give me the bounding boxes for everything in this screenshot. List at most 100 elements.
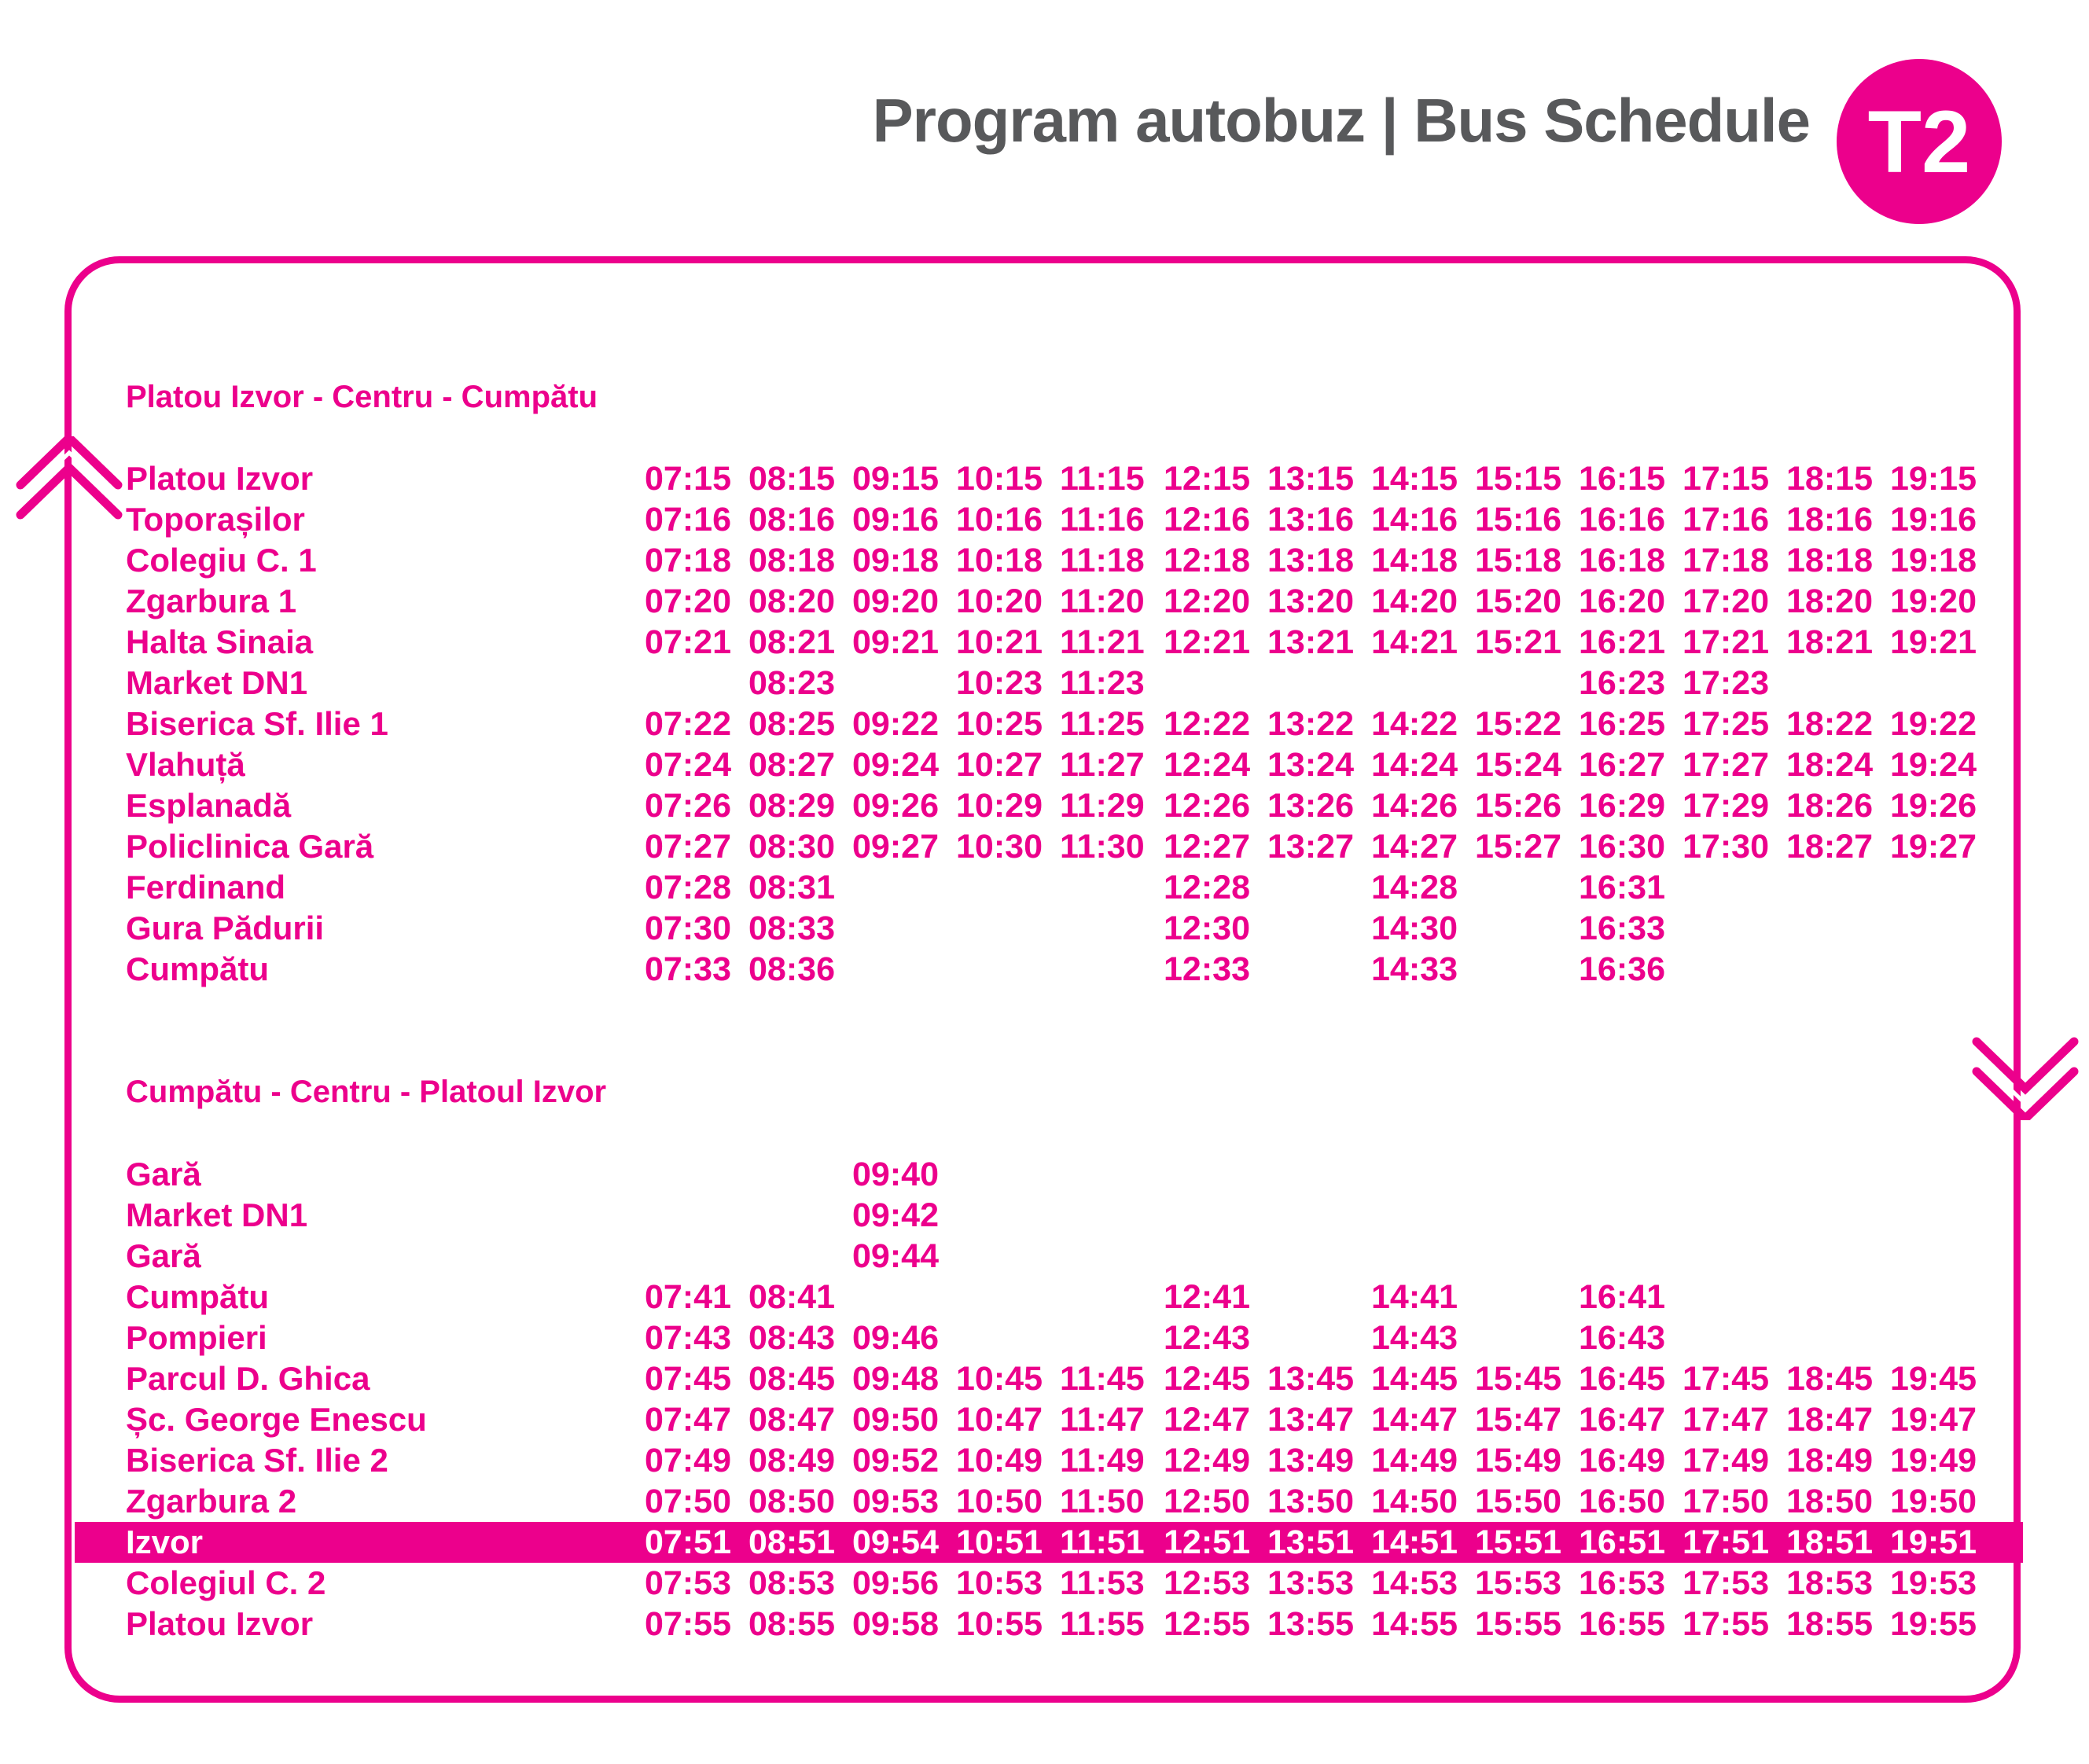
departure-time: 11:50 (1060, 1483, 1145, 1520)
departure-time: 08:16 (748, 501, 835, 538)
departure-time: 14:15 (1371, 460, 1458, 498)
departure-time: 10:49 (956, 1442, 1043, 1479)
departure-time: 14:55 (1371, 1605, 1458, 1643)
departure-time: 13:49 (1267, 1442, 1354, 1479)
stop-name: Colegiul C. 2 (126, 1564, 326, 1601)
departure-time: 12:22 (1164, 705, 1250, 743)
departure-time: 17:20 (1683, 582, 1769, 620)
table-row: Market DN1 09:42 (0, 1195, 2089, 1236)
departure-time: 08:18 (748, 542, 835, 579)
departure-time: 09:40 (852, 1156, 939, 1193)
departure-time: 18:49 (1786, 1442, 1873, 1479)
departure-time: 13:21 (1267, 623, 1354, 661)
stop-name: Biserica Sf. Ilie 1 (126, 705, 388, 742)
departure-time: 18:18 (1786, 542, 1873, 579)
departure-time: 10:15 (956, 460, 1043, 498)
departure-time: 16:50 (1579, 1483, 1665, 1520)
departure-time: 16:31 (1579, 869, 1665, 906)
departure-time: 11:23 (1060, 664, 1145, 702)
departure-time: 11:18 (1060, 542, 1145, 579)
departure-time: 15:21 (1475, 623, 1561, 661)
departure-time: 17:18 (1683, 542, 1769, 579)
departure-time: 07:45 (645, 1360, 731, 1398)
departure-time: 07:49 (645, 1442, 731, 1479)
departure-time: 12:26 (1164, 787, 1250, 825)
departure-time: 09:26 (852, 787, 939, 825)
departure-time: 15:45 (1475, 1360, 1561, 1398)
table-row: Parcul D. Ghica 07:45 08:45 09:48 10:45 11:45… (0, 1358, 2089, 1399)
stop-name: Vlahuță (126, 746, 245, 783)
table-row-highlighted: Izvor 07:51 08:51 09:54 10:51 11:51 12:51 13:51… (75, 1522, 2023, 1563)
departure-time: 10:53 (956, 1564, 1043, 1602)
departure-time: 13:53 (1267, 1564, 1354, 1602)
departure-time: 08:15 (748, 460, 835, 498)
departure-time: 08:49 (748, 1442, 835, 1479)
departure-time: 13:51 (1267, 1523, 1354, 1561)
departure-time: 15:15 (1475, 460, 1561, 498)
departure-time: 08:53 (748, 1564, 835, 1602)
departure-time: 12:47 (1164, 1401, 1250, 1439)
departure-time: 08:55 (748, 1605, 835, 1643)
departure-time: 16:41 (1579, 1278, 1665, 1316)
table-row: Cumpătu 07:33 08:36 12:33 14:33 16:36 (0, 949, 2089, 990)
departure-time: 14:22 (1371, 705, 1458, 743)
departure-time: 15:49 (1475, 1442, 1561, 1479)
departure-time: 07:55 (645, 1605, 731, 1643)
table-row: Vlahuță 07:24 08:27 09:24 10:27 11:27 12:24 13:… (0, 744, 2089, 785)
departure-time: 14:41 (1371, 1278, 1458, 1316)
departure-time: 17:55 (1683, 1605, 1769, 1643)
departure-time: 16:53 (1579, 1564, 1665, 1602)
departure-time: 07:20 (645, 582, 731, 620)
departure-time: 12:28 (1164, 869, 1250, 906)
departure-time: 16:21 (1579, 623, 1665, 661)
departure-time: 18:20 (1786, 582, 1873, 620)
departure-time: 10:50 (956, 1483, 1043, 1520)
departure-time: 16:25 (1579, 705, 1665, 743)
departure-time: 13:26 (1267, 787, 1354, 825)
departure-time: 14:53 (1371, 1564, 1458, 1602)
departure-time: 14:33 (1371, 950, 1458, 988)
departure-time: 10:23 (956, 664, 1043, 702)
departure-time: 09:16 (852, 501, 939, 538)
stop-name: Market DN1 (126, 664, 308, 701)
departure-time: 18:45 (1786, 1360, 1873, 1398)
departure-time: 17:45 (1683, 1360, 1769, 1398)
departure-time: 14:21 (1371, 623, 1458, 661)
departure-time: 08:21 (748, 623, 835, 661)
departure-time: 15:50 (1475, 1483, 1561, 1520)
departure-time: 14:24 (1371, 746, 1458, 784)
departure-time: 16:15 (1579, 460, 1665, 498)
stop-name: Gară (126, 1237, 201, 1274)
departure-time: 17:21 (1683, 623, 1769, 661)
departure-time: 09:15 (852, 460, 939, 498)
departure-time: 15:47 (1475, 1401, 1561, 1439)
departure-time: 14:47 (1371, 1401, 1458, 1439)
departure-time: 18:22 (1786, 705, 1873, 743)
departure-time: 16:29 (1579, 787, 1665, 825)
table-row: Colegiul C. 2 07:53 08:53 09:56 10:53 11:53 12… (0, 1563, 2089, 1604)
departure-time: 11:55 (1060, 1605, 1145, 1643)
departure-time: 12:55 (1164, 1605, 1250, 1643)
departure-time: 18:53 (1786, 1564, 1873, 1602)
departure-time: 12:33 (1164, 950, 1250, 988)
departure-time: 12:43 (1164, 1319, 1250, 1357)
departure-time: 07:21 (645, 623, 731, 661)
stop-name: Cumpătu (126, 1278, 269, 1315)
stop-name: Toporașilor (126, 501, 305, 538)
departure-time: 07:16 (645, 501, 731, 538)
departure-time: 14:26 (1371, 787, 1458, 825)
departure-time: 08:51 (748, 1523, 835, 1561)
table-row: Policlinica Gară 07:27 08:30 09:27 10:30 11:3… (0, 826, 2089, 867)
departure-time: 16:43 (1579, 1319, 1665, 1357)
departure-time: 07:53 (645, 1564, 731, 1602)
departure-time: 08:43 (748, 1319, 835, 1357)
chevron-down-icon (1972, 1037, 2079, 1120)
departure-time: 10:45 (956, 1360, 1043, 1398)
departure-time: 19:20 (1890, 582, 1977, 620)
departure-time: 19:55 (1890, 1605, 1977, 1643)
route-badge: T2 (1837, 59, 2002, 224)
departure-time: 12:16 (1164, 501, 1250, 538)
departure-time: 19:50 (1890, 1483, 1977, 1520)
chevron-up-icon (16, 436, 123, 520)
departure-time: 08:47 (748, 1401, 835, 1439)
